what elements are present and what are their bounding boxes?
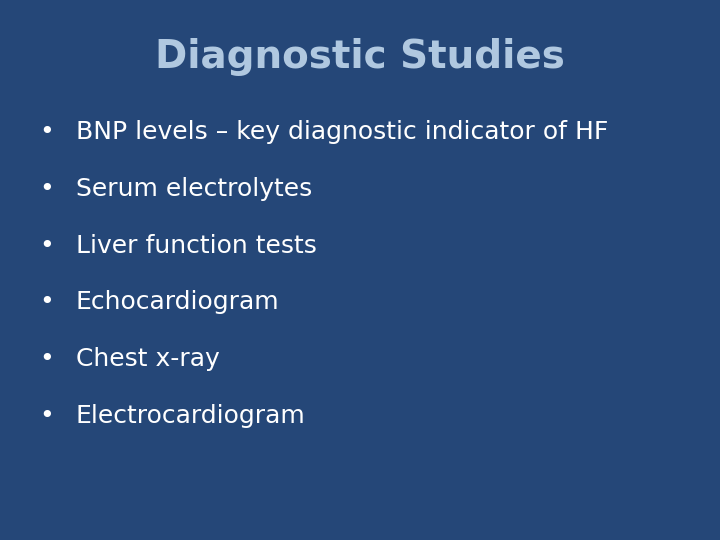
Text: •: •: [40, 120, 54, 144]
Text: Diagnostic Studies: Diagnostic Studies: [155, 38, 565, 76]
Text: BNP levels – key diagnostic indicator of HF: BNP levels – key diagnostic indicator of…: [76, 120, 608, 144]
Text: Chest x-ray: Chest x-ray: [76, 347, 220, 371]
Text: Echocardiogram: Echocardiogram: [76, 291, 279, 314]
Text: •: •: [40, 234, 54, 258]
Text: Serum electrolytes: Serum electrolytes: [76, 177, 312, 201]
Text: •: •: [40, 177, 54, 201]
Text: Electrocardiogram: Electrocardiogram: [76, 404, 305, 428]
Text: •: •: [40, 404, 54, 428]
Text: Liver function tests: Liver function tests: [76, 234, 317, 258]
Text: •: •: [40, 347, 54, 371]
Text: •: •: [40, 291, 54, 314]
